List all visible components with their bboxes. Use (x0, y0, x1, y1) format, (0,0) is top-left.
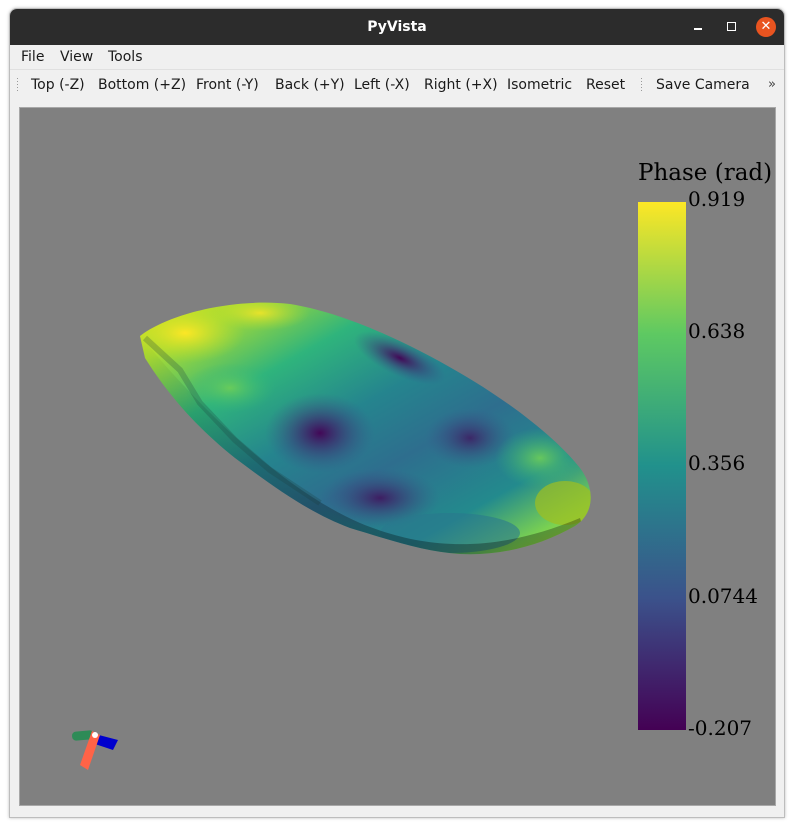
save-camera-button[interactable]: Save Camera (656, 77, 750, 93)
colorbar-tick: 0.638 (688, 319, 746, 343)
colorbar-tick: 0.0744 (688, 584, 758, 608)
y-axis-arrow (72, 730, 95, 741)
maximize-icon[interactable] (722, 17, 742, 37)
bottom-view-button[interactable]: Bottom (+Z) (98, 77, 187, 93)
toolbar-grip-icon-2[interactable] (640, 77, 643, 93)
scene-canvas (72, 295, 595, 770)
colorbar-gradient (638, 202, 686, 730)
front-view-button[interactable]: Front (-Y) (196, 77, 259, 93)
colorbar-tick: 0.356 (688, 451, 746, 475)
title-bar[interactable]: PyVista ✕ (10, 9, 784, 45)
colorbar-tick-min: -0.207 (688, 716, 753, 740)
reset-camera-button[interactable]: Reset (586, 77, 626, 93)
render-viewport[interactable]: Phase (rad) 0.919 0.638 0.356 0.0744 -0.… (19, 107, 776, 806)
top-view-button[interactable]: Top (-Z) (31, 77, 85, 93)
isometric-view-button[interactable]: Isometric (507, 77, 573, 93)
close-icon[interactable]: ✕ (756, 17, 776, 37)
orientation-axes-widget (72, 730, 118, 770)
mesh-surface[interactable] (120, 295, 595, 568)
left-view-button[interactable]: Left (-X) (354, 77, 410, 93)
app-window: PyVista ✕ File View Tools Top (-Z) Botto… (9, 8, 785, 818)
menu-tools[interactable]: Tools (108, 49, 143, 65)
colorbar-tick-max: 0.919 (688, 187, 746, 211)
window-title: PyVista (367, 19, 427, 35)
menu-file[interactable]: File (21, 49, 45, 65)
back-view-button[interactable]: Back (+Y) (275, 77, 345, 93)
camera-toolbar: Top (-Z) Bottom (+Z) Front (-Y) Back (+Y… (10, 69, 784, 100)
x-axis-arrow (80, 731, 100, 770)
minimize-icon[interactable] (688, 17, 708, 37)
toolbar-grip-icon[interactable] (16, 77, 19, 93)
right-view-button[interactable]: Right (+X) (424, 77, 498, 93)
colorbar-title: Phase (rad) (638, 160, 773, 186)
menu-bar: File View Tools (10, 45, 784, 69)
toolbar-overflow-icon[interactable]: » (768, 77, 776, 92)
menu-view[interactable]: View (60, 49, 94, 65)
